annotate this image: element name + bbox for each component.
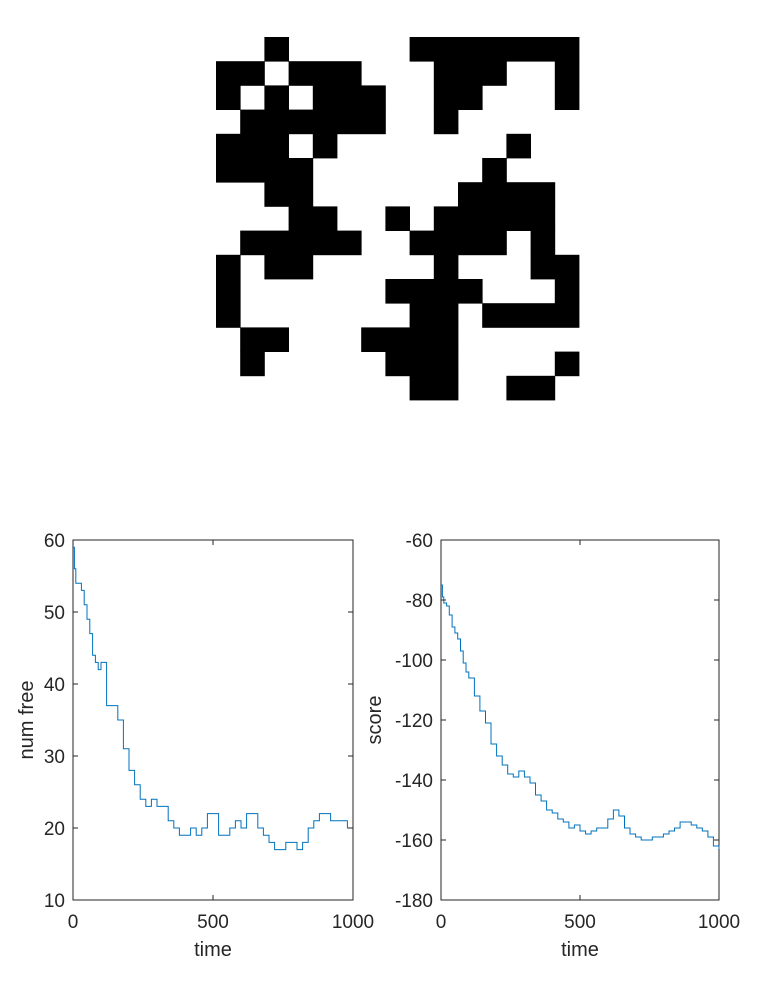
grid-cell-block [288, 206, 338, 231]
grid-cell-block [216, 279, 241, 304]
y-tick-label: -80 [406, 591, 433, 612]
grid-cell-block [433, 254, 459, 280]
binary-grid-image [216, 37, 580, 401]
y-tick-label: 40 [44, 675, 65, 696]
grid-cell-block [554, 351, 580, 377]
grid-cell-block [240, 109, 386, 135]
grid-cell-block [458, 182, 556, 207]
x-tick-label: 0 [68, 912, 79, 933]
y-tick-label: 50 [44, 603, 65, 624]
grid-cell-block [506, 375, 556, 401]
grid-cell-block [433, 206, 556, 231]
grid-cell-block [530, 254, 580, 280]
y-tick-label: -100 [395, 651, 433, 672]
y-tick-label: -60 [406, 531, 433, 552]
x-axis-label: time [194, 939, 232, 961]
plot-frame [440, 539, 720, 901]
score-chart: 0 500 1000 -180 -160 -140 -120 -100 -80 -60 time sc… [364, 531, 740, 961]
grid-cell-block [240, 351, 265, 377]
y-tick-label: 30 [44, 747, 65, 768]
grid-cell-block [216, 61, 265, 86]
grid-cell-block [264, 85, 289, 110]
y-axis-label: score [364, 696, 386, 745]
y-tick-label: 10 [44, 891, 65, 912]
y-tick-label: -180 [395, 891, 433, 912]
grid-cell-block [554, 61, 580, 86]
x-tick-label: 1000 [332, 912, 374, 933]
grid-cell-block [482, 158, 507, 183]
grid-cell-block [433, 109, 459, 135]
plot-frame [72, 539, 354, 901]
num-free-chart: 0 500 1000 10 20 30 40 50 60 time num free [16, 531, 374, 961]
grid-cell-block [554, 279, 580, 304]
grid-cell-block [433, 61, 507, 86]
x-tick-label: 500 [197, 912, 229, 933]
x-tick-label: 500 [564, 912, 596, 933]
y-axis-label: num free [16, 681, 38, 760]
grid-cell-block [216, 303, 241, 328]
x-tick-label: 1000 [698, 912, 740, 933]
grid-cell-block [216, 85, 241, 110]
grid-cell-block [385, 206, 410, 231]
grid-cell-block [361, 327, 459, 352]
x-axis-label: time [561, 939, 599, 961]
grid-cell-block [385, 279, 483, 304]
grid-cell-block [482, 303, 580, 328]
grid-cell-block [554, 85, 580, 110]
grid-cell-block [264, 254, 314, 280]
grid-cell-block [409, 375, 459, 401]
grid-cell-block [530, 230, 556, 256]
grid-cell-block [240, 327, 289, 352]
y-tick-label: -140 [395, 771, 433, 792]
y-tick-label: 60 [44, 531, 65, 552]
y-tick-label: -120 [395, 711, 433, 732]
grid-cell-block [385, 351, 459, 377]
grid-cell-block [506, 133, 531, 159]
grid-cell-block [409, 37, 580, 62]
series-line [73, 546, 353, 851]
grid-cell-block [288, 61, 362, 86]
grid-cell-block [312, 133, 338, 159]
grid-cell-block [409, 230, 507, 256]
grid-cell-block [264, 182, 314, 207]
grid-cell-block [433, 85, 483, 110]
y-tick-label: 20 [44, 819, 65, 840]
grid-cell-block [240, 230, 362, 256]
grid-cell-block [216, 254, 241, 280]
grid-cell-block [409, 303, 459, 328]
x-tick-label: 0 [436, 912, 447, 933]
grid-cell-block [216, 133, 289, 159]
grid-cell-block [216, 158, 314, 183]
y-tick-label: -160 [395, 831, 433, 852]
grid-cell-block [264, 37, 289, 62]
grid-cell-block [312, 85, 386, 110]
series-line [441, 584, 720, 849]
